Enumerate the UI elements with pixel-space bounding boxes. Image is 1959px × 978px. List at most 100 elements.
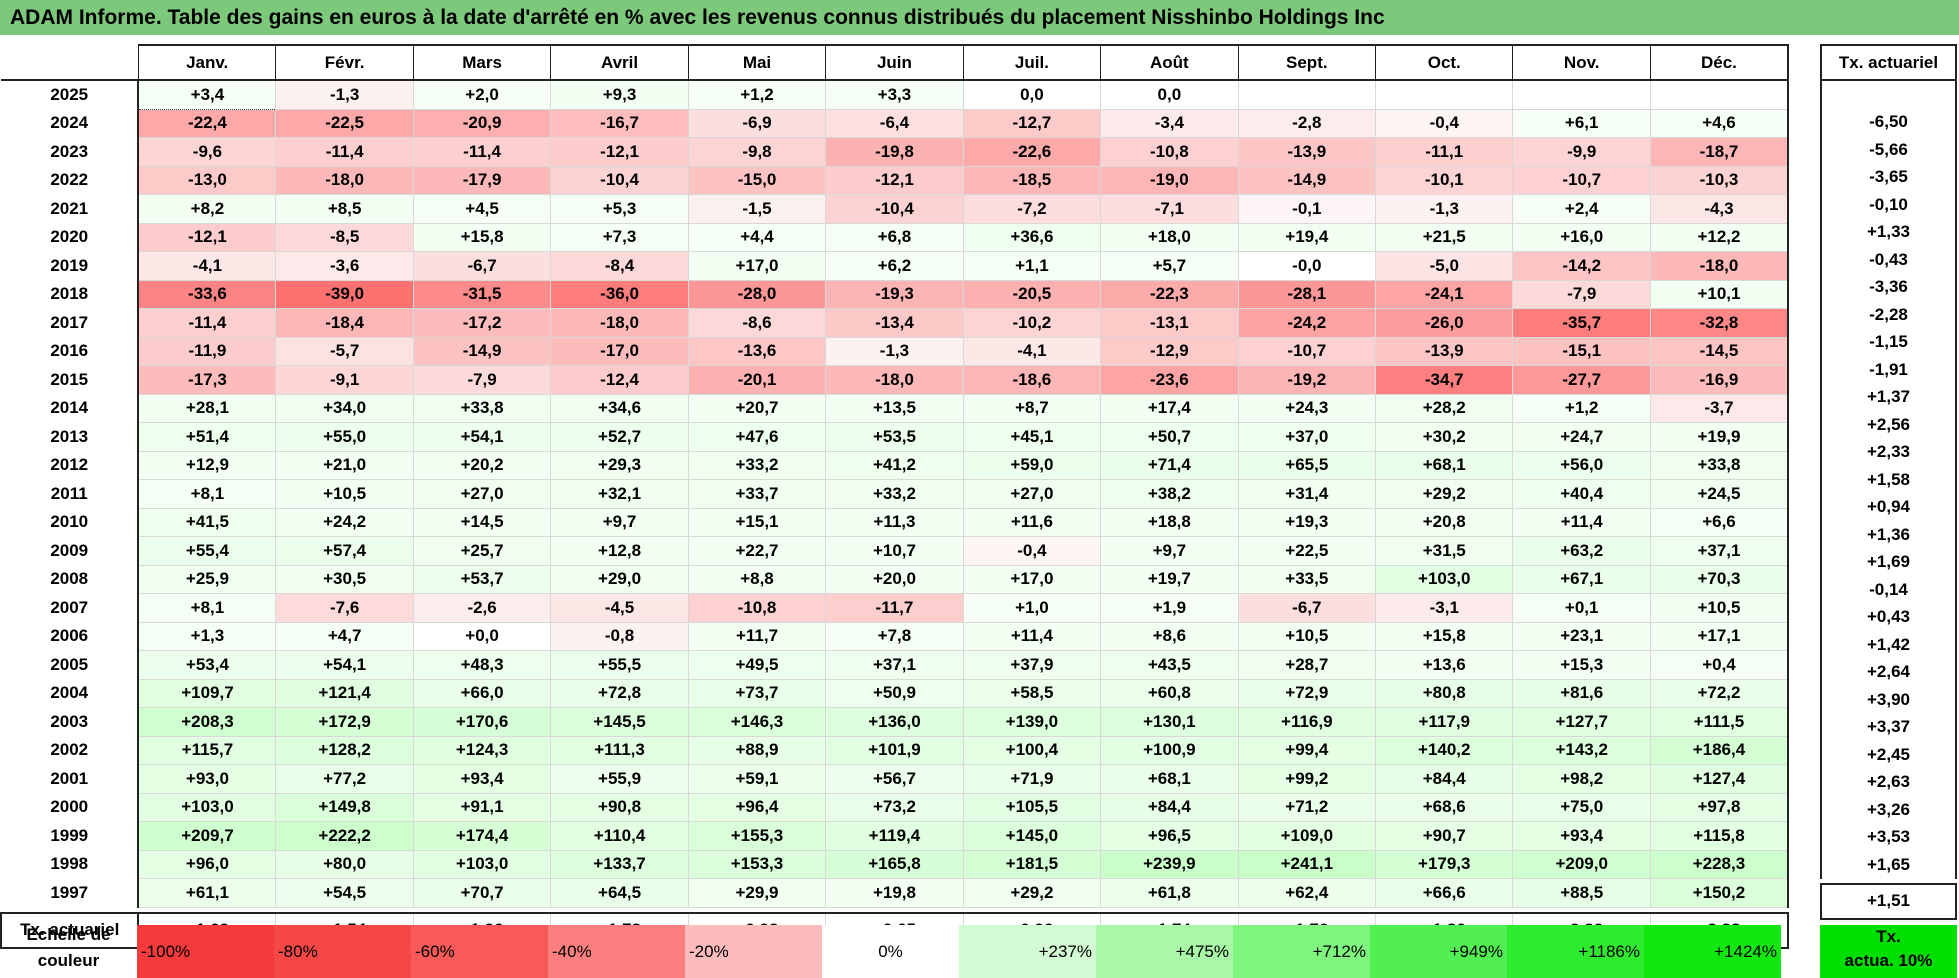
table-row: 2004 +109,7 +121,4 +66,0 +72,8 +73,7 +50,9 +58,… [1, 679, 1789, 708]
value-cell: +13,5 [825, 394, 964, 423]
actuarial-rate-cell: +2,56 [1820, 411, 1957, 439]
value-cell: +21,0 [275, 451, 414, 480]
color-scale-step: -60% [411, 925, 548, 978]
value-cell: -1,3 [275, 80, 414, 110]
value-cell: +241,1 [1238, 850, 1377, 879]
value-cell: +150,2 [1650, 878, 1789, 908]
table-row: 2016 -11,9 -5,7 -14,9 -17,0 -13,6 -1,3 -4,1 -12,… [1, 337, 1789, 366]
year-cell: 2002 [1, 736, 140, 765]
value-cell: -13,9 [1238, 137, 1377, 167]
value-cell: -6,4 [825, 109, 964, 138]
value-cell: -19,2 [1238, 365, 1377, 395]
year-cell: 2014 [1, 394, 140, 423]
value-cell: -16,7 [550, 109, 689, 138]
value-cell: -18,0 [550, 308, 689, 338]
value-cell: +12,8 [550, 536, 689, 566]
value-cell: -13,6 [688, 337, 827, 366]
color-scale-label-line2: couleur [37, 951, 100, 970]
value-cell: +84,4 [1100, 793, 1239, 822]
value-cell: -5,0 [1375, 251, 1514, 281]
table-row: 2020 -12,1 -8,5 +15,8 +7,3 +4,4 +6,8 +36,6 +18,0… [1, 223, 1789, 252]
value-cell [1375, 80, 1514, 110]
value-cell: -9,8 [688, 137, 827, 167]
value-cell: +174,4 [413, 821, 552, 851]
value-cell: +3,3 [825, 80, 964, 110]
value-cell: -18,0 [1650, 251, 1789, 281]
value-cell: -22,5 [275, 109, 414, 138]
value-cell: +145,5 [550, 707, 689, 737]
value-cell: +65,5 [1238, 451, 1377, 480]
value-cell: +16,0 [1512, 223, 1651, 252]
value-cell: -18,5 [963, 166, 1102, 195]
value-cell: +186,4 [1650, 736, 1789, 765]
value-cell: +41,5 [138, 508, 277, 537]
value-cell: -12,1 [550, 137, 689, 167]
actuarial-table: Tx. actuariel -6,50 -5,66 -3,65 -0,10 +1,33-… [1820, 44, 1957, 920]
table-row: 1997 +61,1 +54,5 +70,7 +64,5 +29,9 +19,8 +29,2 +… [1, 878, 1789, 908]
value-cell [1512, 80, 1651, 110]
actuarial-rate-cell: +1,58 [1820, 466, 1957, 494]
report-title: ADAM Informe. Table des gains en euros à… [0, 0, 1959, 35]
value-cell: +54,5 [275, 878, 414, 908]
year-cell: 2017 [1, 308, 140, 337]
value-cell: +8,5 [275, 194, 414, 224]
value-cell: +13,6 [1375, 650, 1514, 680]
value-cell: +55,4 [138, 536, 277, 566]
value-cell: +45,1 [963, 422, 1102, 452]
year-cell: 2019 [1, 251, 140, 280]
value-cell: -27,7 [1512, 365, 1651, 395]
header-corner [1, 45, 139, 81]
value-cell: 0,0 [963, 80, 1102, 110]
value-cell: +2,4 [1512, 194, 1651, 224]
value-cell: +12,2 [1650, 223, 1789, 252]
actuarial-rate-cell: +1,42 [1820, 631, 1957, 659]
value-cell: -1,3 [1375, 194, 1514, 224]
value-cell: +43,5 [1100, 650, 1239, 680]
value-cell: +110,4 [550, 821, 689, 851]
value-cell: +100,9 [1100, 736, 1239, 765]
value-cell: +19,8 [825, 878, 964, 908]
year-cell: 2020 [1, 223, 140, 252]
value-cell: 0,0 [1100, 80, 1239, 110]
value-cell: +53,4 [138, 650, 277, 680]
value-cell: -11,9 [138, 337, 277, 366]
year-cell: 2013 [1, 422, 140, 451]
table-row: 2015 -17,3 -9,1 -7,9 -12,4 -20,1 -18,0 -18,6 -23… [1, 365, 1789, 395]
value-cell: +75,0 [1512, 793, 1651, 822]
value-cell: +121,4 [275, 679, 414, 708]
table-row: 2019 -4,1 -3,6 -6,7 -8,4 +17,0 +6,2 +1,1 +5,7 -0,… [1, 251, 1789, 281]
value-cell: -12,7 [963, 109, 1102, 138]
color-scale-step: +712% [1233, 925, 1370, 978]
value-cell: -9,9 [1512, 137, 1651, 167]
value-cell: -7,2 [963, 194, 1102, 224]
value-cell: +47,6 [688, 422, 827, 452]
value-cell: +25,9 [138, 565, 277, 594]
value-cell: +62,4 [1238, 878, 1377, 908]
value-cell: -23,6 [1100, 365, 1239, 395]
value-cell: +52,7 [550, 422, 689, 452]
value-cell: +84,4 [1375, 764, 1514, 794]
value-cell: -12,1 [825, 166, 964, 195]
value-cell: +111,5 [1650, 707, 1789, 737]
value-cell: -10,4 [550, 166, 689, 195]
value-cell: +51,4 [138, 422, 277, 452]
value-cell: +111,3 [550, 736, 689, 765]
year-cell: 2015 [1, 365, 140, 394]
value-cell: -10,3 [1650, 166, 1789, 195]
month-header: Avril [550, 44, 689, 81]
value-cell: +99,2 [1238, 764, 1377, 794]
value-cell: +19,9 [1650, 422, 1789, 452]
value-cell: -12,1 [138, 223, 277, 252]
year-cell: 1999 [1, 821, 140, 850]
value-cell: +40,4 [1512, 479, 1651, 509]
value-cell: +11,6 [963, 508, 1102, 537]
value-cell: -6,9 [688, 109, 827, 138]
year-cell: 2000 [1, 793, 140, 822]
value-cell: +9,7 [550, 508, 689, 537]
value-cell: +20,8 [1375, 508, 1514, 537]
color-scale-label-line1: Echelle de [26, 925, 111, 944]
value-cell: -14,2 [1512, 251, 1651, 281]
value-cell: -13,0 [138, 166, 277, 195]
value-cell: -20,5 [963, 280, 1102, 309]
value-cell: +209,7 [138, 821, 277, 851]
